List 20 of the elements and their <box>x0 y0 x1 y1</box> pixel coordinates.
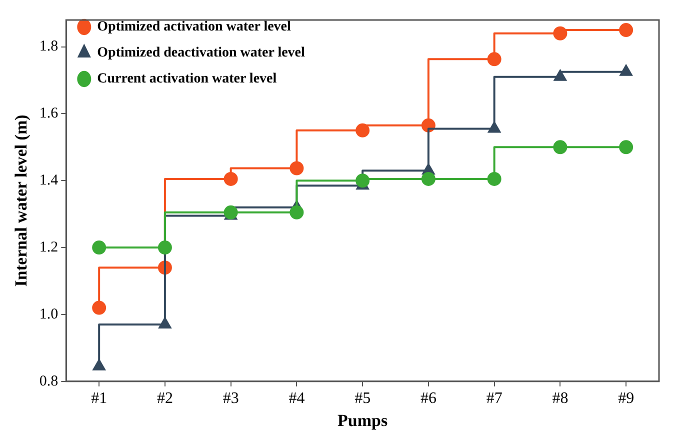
legend-label: Optimized activation water level <box>97 20 292 35</box>
x-tick-label: #1 <box>91 390 108 408</box>
legend-label: Optimized deactivation water level <box>97 46 306 61</box>
x-tick-label: #7 <box>486 390 502 408</box>
x-axis-title: Pumps <box>338 411 388 430</box>
y-tick-label: 1.6 <box>39 106 59 122</box>
legend-label: Current activation water level <box>97 72 277 87</box>
y-tick-label: 0.8 <box>39 373 58 390</box>
x-tick-label: #8 <box>552 390 568 408</box>
x-tick-label: #4 <box>288 390 305 408</box>
y-axis-title: Internal water level (m) <box>12 114 31 287</box>
x-tick-label: #6 <box>420 390 436 408</box>
y-tick-label: 1.8 <box>39 38 58 55</box>
x-tick-label: #9 <box>618 390 634 408</box>
x-tick-label: #2 <box>156 390 173 408</box>
y-tick-label: 1.4 <box>39 172 59 189</box>
x-tick-label: #5 <box>354 390 371 408</box>
y-tick-label: 1.0 <box>39 306 58 322</box>
x-tick-label: #3 <box>222 390 239 408</box>
y-tick-label: 1.2 <box>39 239 58 256</box>
